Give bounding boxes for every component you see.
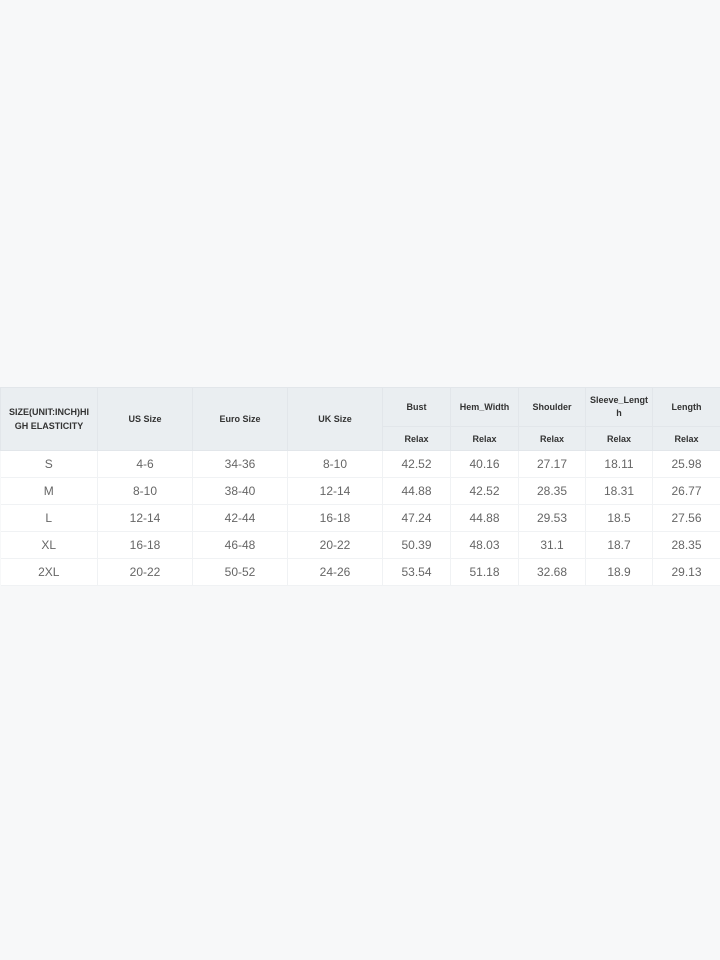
table-cell: 24-26	[287, 558, 383, 586]
table-cell: 42.52	[450, 477, 519, 505]
table-cell: 29.53	[518, 504, 586, 532]
table-cell: M	[0, 477, 98, 505]
shoulder-header: Shoulder	[518, 387, 586, 427]
table-cell: 8-10	[97, 477, 193, 505]
uk-size-header: UK Size	[287, 387, 383, 451]
table-cell: 48.03	[450, 531, 519, 559]
table-cell: 51.18	[450, 558, 519, 586]
table-cell: 50.39	[382, 531, 451, 559]
relax-subheader: Relax	[652, 426, 720, 451]
table-cell: 18.11	[585, 450, 653, 478]
table-row: L 12-14 42-44 16-18 47.24 44.88 29.53 18.5 27.56	[0, 504, 720, 532]
hem-width-header: Hem_Width	[450, 387, 519, 427]
table-cell: 27.17	[518, 450, 586, 478]
table-cell: 42.52	[382, 450, 451, 478]
table-cell: 20-22	[97, 558, 193, 586]
table-cell: 53.54	[382, 558, 451, 586]
table-cell: 38-40	[192, 477, 288, 505]
table-cell: 28.35	[518, 477, 586, 505]
table-cell: 12-14	[287, 477, 383, 505]
table-cell: 29.13	[652, 558, 720, 586]
table-cell: 40.16	[450, 450, 519, 478]
table-cell: S	[0, 450, 98, 478]
relax-subheader: Relax	[518, 426, 586, 451]
table-cell: 18.7	[585, 531, 653, 559]
relax-subheader: Relax	[585, 426, 653, 451]
table-cell: 31.1	[518, 531, 586, 559]
us-size-header: US Size	[97, 387, 193, 451]
table-cell: 16-18	[287, 504, 383, 532]
table-cell: 2XL	[0, 558, 98, 586]
sleeve-length-header: Sleeve_Length	[585, 387, 653, 427]
table-cell: 47.24	[382, 504, 451, 532]
table-cell: L	[0, 504, 98, 532]
table-cell: 44.88	[450, 504, 519, 532]
table-cell: 28.35	[652, 531, 720, 559]
table-cell: 26.77	[652, 477, 720, 505]
table-row: 2XL 20-22 50-52 24-26 53.54 51.18 32.68 18.9 29.…	[0, 558, 720, 586]
table-cell: 42-44	[192, 504, 288, 532]
table-cell: 32.68	[518, 558, 586, 586]
table-cell: 16-18	[97, 531, 193, 559]
table-cell: 12-14	[97, 504, 193, 532]
table-cell: 18.9	[585, 558, 653, 586]
table-cell: 46-48	[192, 531, 288, 559]
table-row: M 8-10 38-40 12-14 44.88 42.52 28.35 18.31 26.77	[0, 477, 720, 505]
bust-header: Bust	[382, 387, 451, 427]
table-row: XL 16-18 46-48 20-22 50.39 48.03 31.1 18.7 28.35	[0, 531, 720, 559]
size-chart-table: SIZE(UNIT:INCH)HIGH ELASTICITY US Size E…	[0, 387, 720, 586]
table-cell: 18.31	[585, 477, 653, 505]
euro-size-header: Euro Size	[192, 387, 288, 451]
table-cell: 50-52	[192, 558, 288, 586]
table-row: S 4-6 34-36 8-10 42.52 40.16 27.17 18.11 25.98	[0, 450, 720, 478]
table-cell: 44.88	[382, 477, 451, 505]
table-cell: 25.98	[652, 450, 720, 478]
table-cell: 18.5	[585, 504, 653, 532]
table-cell: 27.56	[652, 504, 720, 532]
size-header: SIZE(UNIT:INCH)HIGH ELASTICITY	[0, 387, 98, 451]
table-cell: 34-36	[192, 450, 288, 478]
length-header: Length	[652, 387, 720, 427]
table-cell: 8-10	[287, 450, 383, 478]
relax-subheader: Relax	[382, 426, 451, 451]
table-cell: XL	[0, 531, 98, 559]
table-cell: 20-22	[287, 531, 383, 559]
table-cell: 4-6	[97, 450, 193, 478]
relax-subheader: Relax	[450, 426, 519, 451]
